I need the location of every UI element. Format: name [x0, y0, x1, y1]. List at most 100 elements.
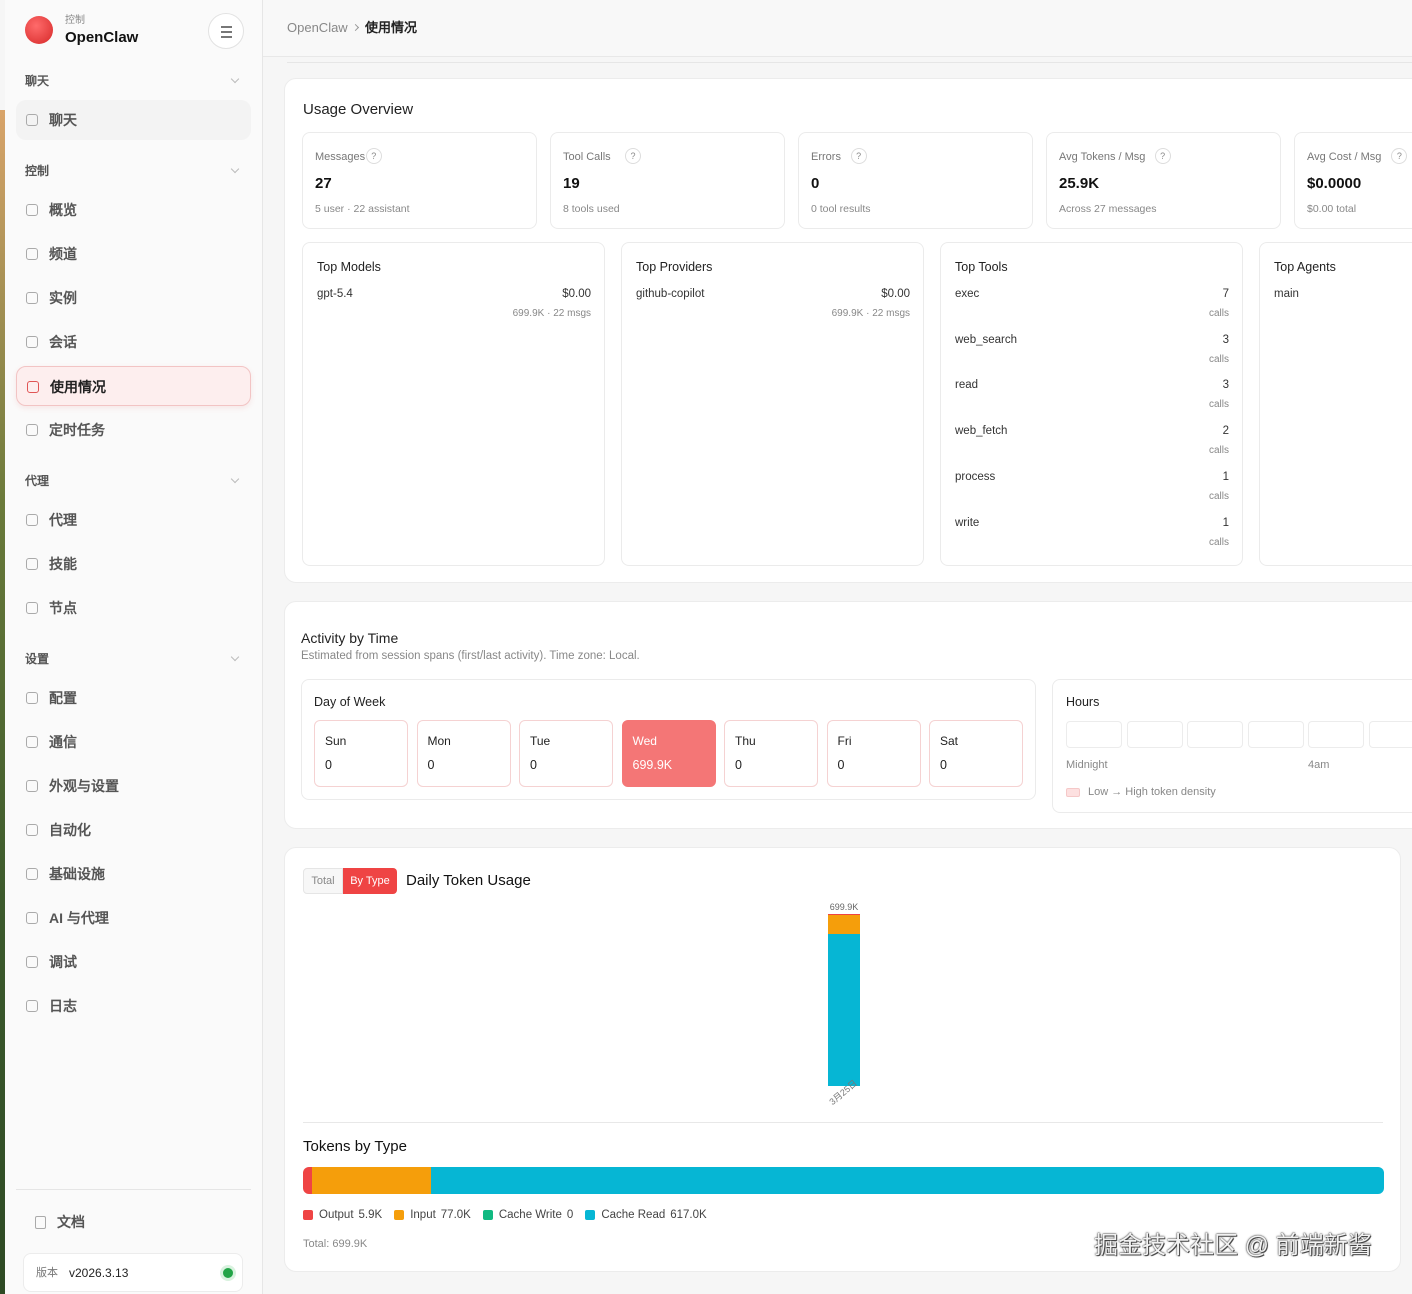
nav-item[interactable]: 节点	[16, 588, 251, 628]
menu-line	[221, 26, 232, 28]
stat-sub: $0.00 total	[1307, 203, 1357, 215]
tokens-total: Total: 699.9K	[303, 1238, 368, 1250]
row-sub: calls	[1208, 399, 1229, 411]
day-cell: Tue 0	[519, 720, 613, 787]
nav-label: 基础设施	[49, 866, 105, 882]
stat-card: Tool Calls? 19 8 tools used	[550, 132, 785, 229]
nav-icon	[26, 204, 38, 216]
version-box: 版本 v2026.3.13	[23, 1253, 243, 1292]
hour-cell	[1187, 721, 1243, 748]
tokens-legend: Output 5.9K Input 77.0K Cache Write 0 Cache Re…	[303, 1209, 707, 1221]
nav-item[interactable]: 频道	[16, 234, 251, 274]
stat-value: 27	[315, 175, 332, 192]
section-title: 聊天	[25, 74, 50, 88]
nav-icon	[26, 336, 38, 348]
nav-item[interactable]: 外观与设置	[16, 766, 251, 806]
stat-hint[interactable]: ?	[850, 148, 867, 164]
day-cell: Mon 0	[416, 720, 511, 787]
nav-item[interactable]: AI 与代理	[16, 898, 251, 938]
nav-item[interactable]: 自动化	[16, 810, 251, 850]
nav-item[interactable]: 通信	[16, 722, 251, 762]
legend-name: Cache Write	[498, 1209, 562, 1221]
toggle-total[interactable]: Total	[303, 868, 343, 894]
legend-swatch	[1066, 788, 1080, 797]
day-value: 0	[325, 758, 332, 772]
row-name: web_search	[955, 333, 1018, 346]
stat-value: $0.0000	[1307, 175, 1362, 192]
nav-label: 实例	[49, 290, 77, 306]
nav-item[interactable]: 日志	[16, 986, 251, 1026]
stat-label: Messages	[315, 151, 366, 163]
menu-toggle[interactable]	[208, 13, 244, 49]
docs-label: 文档	[57, 1214, 85, 1230]
daily-bar-segment	[828, 914, 860, 916]
nav-label: 概览	[49, 202, 77, 218]
toggle-by-type[interactable]: By Type	[343, 868, 397, 894]
nav-label: 配置	[49, 690, 77, 706]
section-chevron[interactable]	[230, 474, 240, 484]
stat-hint[interactable]: ?	[365, 148, 382, 164]
stat-hint[interactable]: ?	[1391, 148, 1408, 164]
nav-item[interactable]: 使用情况	[16, 366, 251, 406]
section-chevron[interactable]	[230, 652, 240, 662]
stat-label: Avg Cost / Msg	[1307, 151, 1382, 163]
day-name: Tue	[530, 734, 551, 748]
tokens-title: Tokens by Type	[303, 1138, 407, 1155]
nav-label: 外观与设置	[49, 778, 119, 794]
row-name: exec	[955, 288, 980, 300]
status-dot	[223, 1268, 233, 1278]
nav-icon	[27, 381, 39, 393]
nav-item[interactable]: 配置	[16, 678, 251, 718]
day-value: 0	[427, 758, 435, 772]
row-name: gpt-5.4	[317, 288, 353, 300]
nav-item[interactable]: 基础设施	[16, 854, 251, 894]
stat-hint[interactable]: ?	[625, 148, 641, 164]
nav-item[interactable]: 概览	[16, 190, 251, 230]
daily-bar-segment	[828, 915, 860, 935]
docs-link[interactable]: 文档	[25, 1206, 245, 1238]
day-name: Thu	[735, 734, 756, 748]
hour-cell	[1247, 721, 1304, 748]
day-cell: Thu 0	[724, 720, 818, 787]
nav-item[interactable]: 聊天	[16, 100, 251, 140]
daily-usage-card: Total By Type Daily Token Usage 699.9K 3月25日…	[284, 847, 1401, 1272]
nav-item[interactable]: 代理	[16, 500, 251, 540]
day-value: 0	[530, 758, 537, 772]
day-name: Mon	[427, 734, 451, 748]
nav-label: 通信	[49, 734, 77, 750]
hour-cell	[1126, 721, 1183, 748]
stat-card: Avg Cost / Msg? $0.0000 $0.00 total	[1294, 132, 1412, 229]
nav-label: 频道	[49, 246, 77, 262]
nav-item[interactable]: 技能	[16, 544, 251, 584]
card-edge	[287, 62, 1412, 63]
background-strip	[0, 110, 5, 1294]
stat-value: 25.9K	[1059, 175, 1100, 192]
stat-hint[interactable]: ?	[1154, 148, 1171, 164]
nav-item[interactable]: 实例	[16, 278, 251, 318]
row-sub: calls	[1208, 536, 1229, 548]
nav-label: 技能	[49, 556, 77, 572]
stat-value: 0	[811, 175, 820, 192]
nav-label: 会话	[49, 334, 77, 350]
legend-swatch	[303, 1210, 313, 1220]
nav-item[interactable]: 定时任务	[16, 410, 251, 450]
stat-card: Messages? 27 5 user · 22 assistant	[302, 132, 537, 229]
top-list-card: Top Agents main	[1259, 242, 1412, 566]
section-title: 控制	[25, 164, 50, 178]
section-subtitle: Estimated from session spans (first/last…	[301, 650, 640, 662]
nav-icon	[26, 424, 38, 436]
sidebar-divider	[16, 1189, 251, 1190]
section-chevron[interactable]	[230, 74, 240, 84]
breadcrumb-root[interactable]: OpenClaw	[287, 20, 348, 35]
hours-panel: Hours Midnight 4am Low → High token density	[1052, 679, 1412, 813]
section-chevron[interactable]	[230, 164, 240, 174]
row-value: 7	[1222, 288, 1229, 300]
nav-item[interactable]: 会话	[16, 322, 251, 362]
hour-label: 4am	[1308, 759, 1330, 771]
activity-card: Activity by Time Estimated from session s…	[284, 601, 1412, 829]
row-sub: calls	[1208, 490, 1229, 502]
nav-item[interactable]: 调试	[16, 942, 251, 982]
row-value: 3	[1222, 379, 1229, 392]
day-name: Sun	[325, 734, 347, 748]
bar-total-label: 699.9K	[829, 902, 859, 912]
